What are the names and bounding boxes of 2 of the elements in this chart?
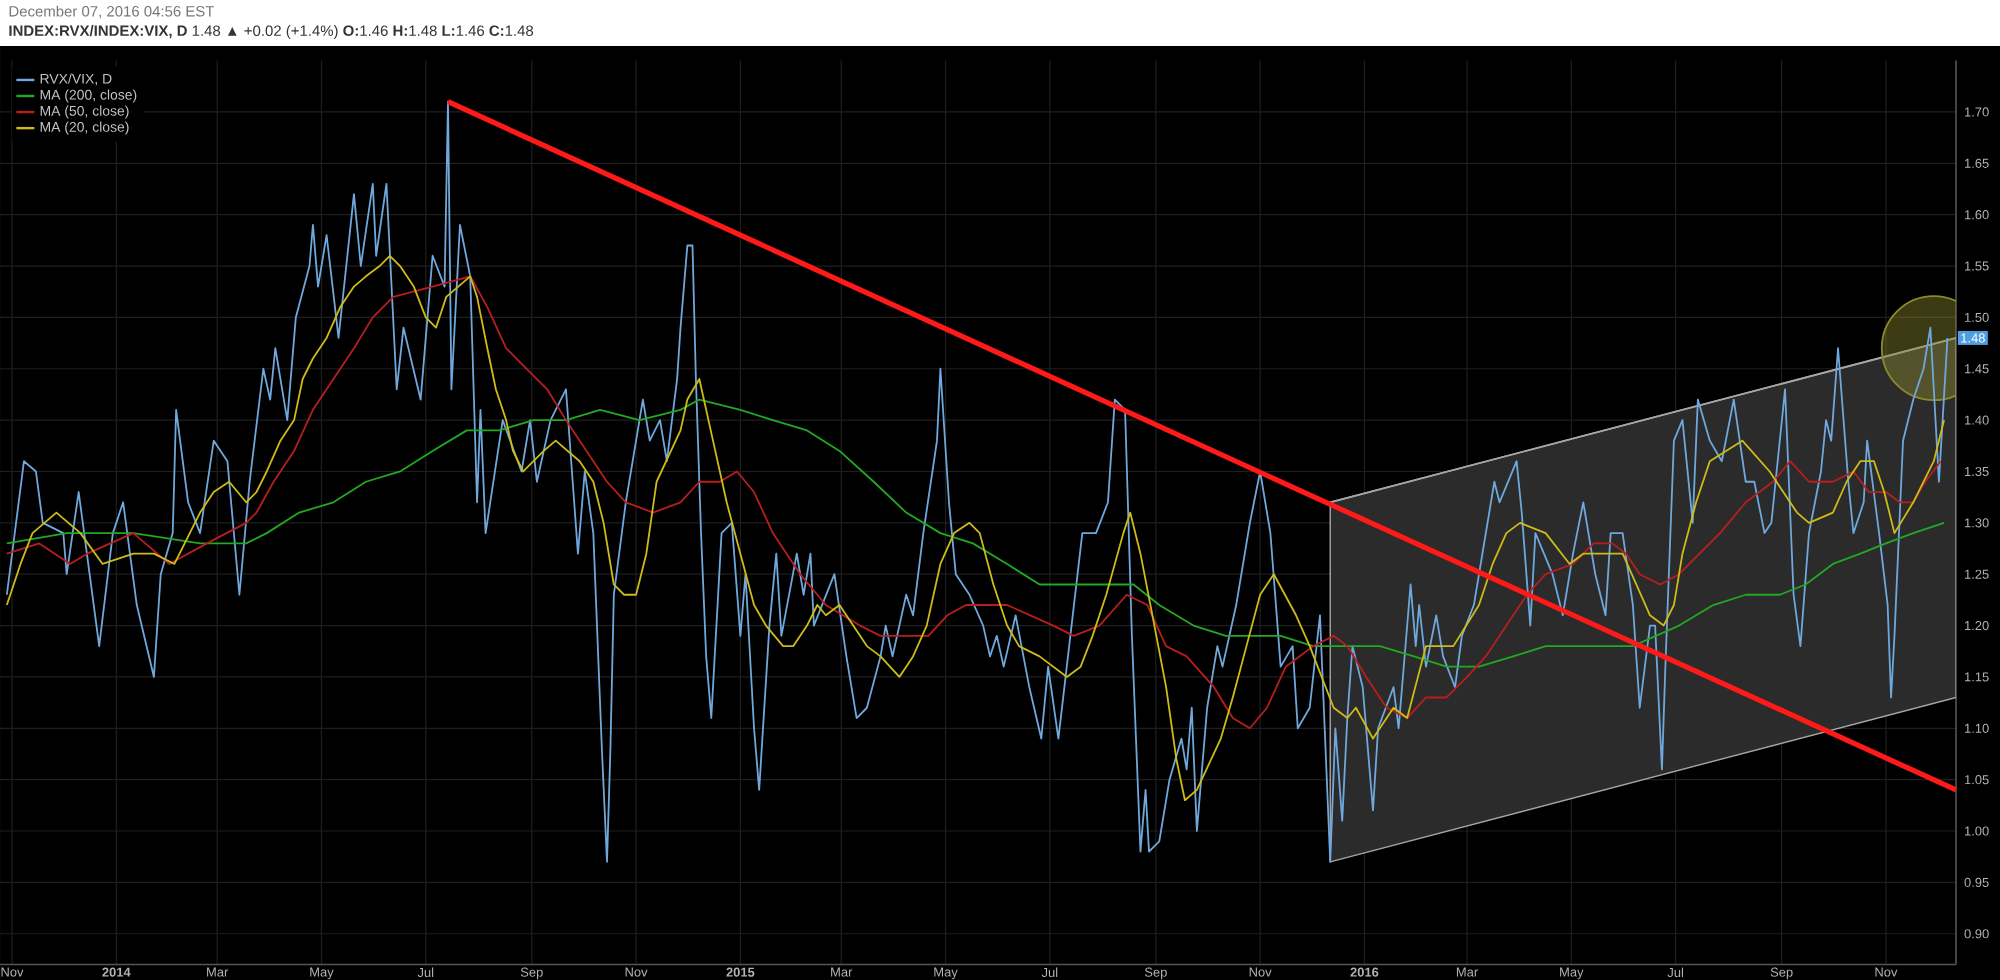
line-series <box>5 275 1942 730</box>
line-series <box>5 254 1945 802</box>
